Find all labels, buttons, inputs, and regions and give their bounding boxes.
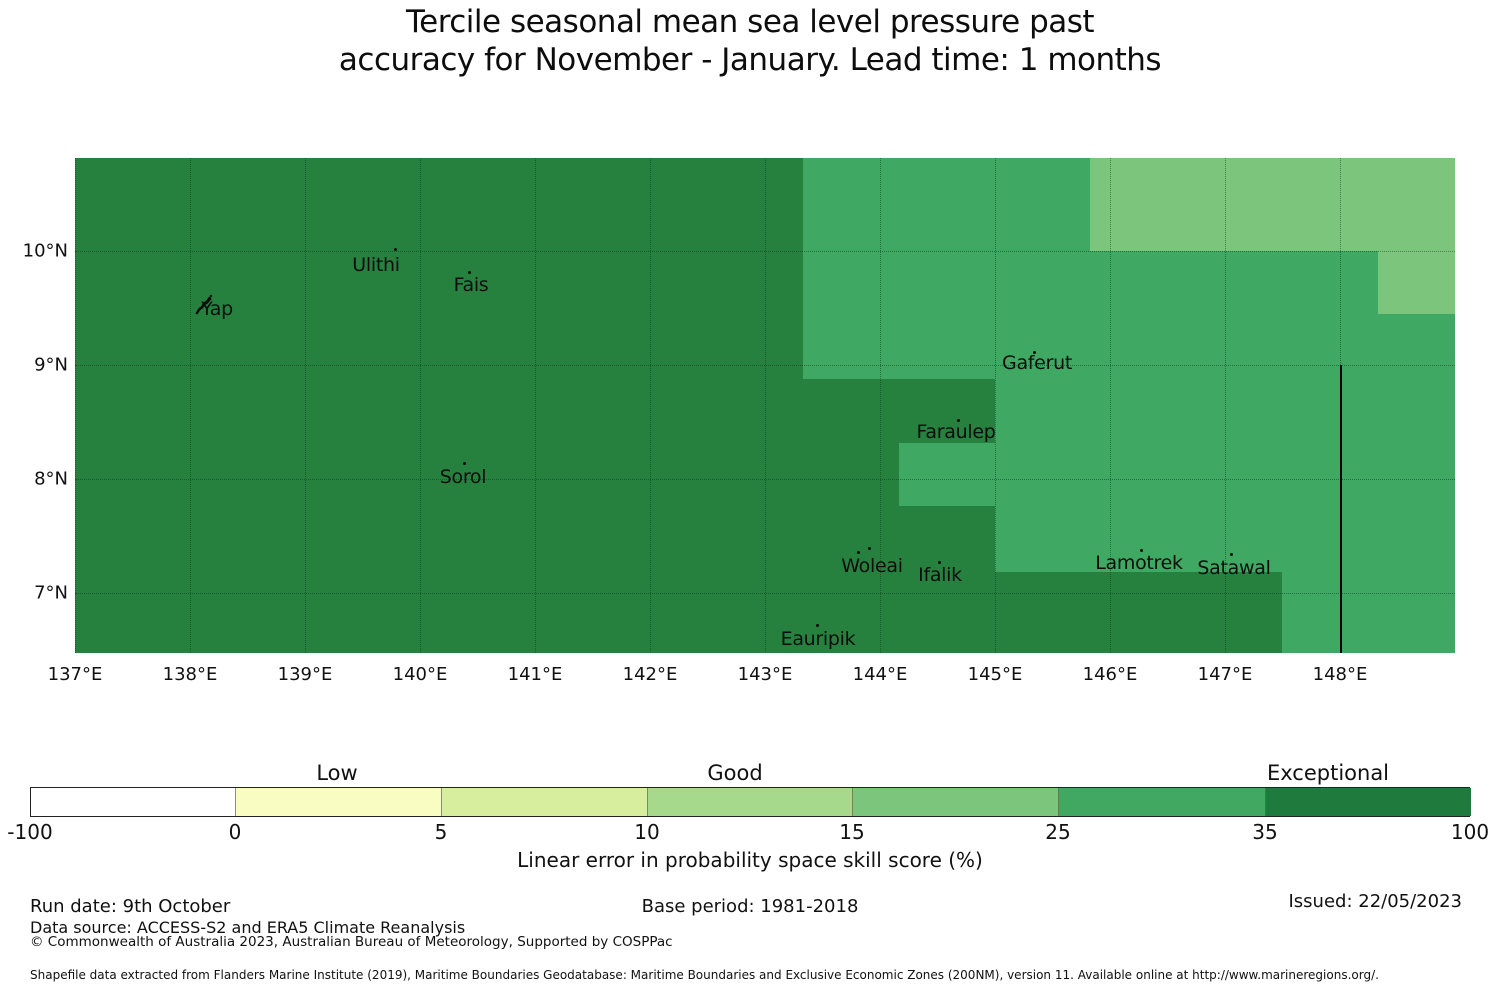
chart-title-line2: accuracy for November - January. Lead ti… — [338, 42, 1162, 78]
island-mark-lamotrek — [1140, 549, 1143, 552]
island-label-satawal: Satawal — [1197, 557, 1271, 579]
colorbar-segment — [1059, 788, 1266, 816]
base-period-text: Base period: 1981-2018 — [641, 896, 859, 917]
map-gridline-vertical — [190, 158, 191, 653]
island-mark-woleai — [857, 551, 860, 554]
x-tick-140°E: 140°E — [392, 664, 448, 685]
map-gridline-horizontal — [75, 365, 1455, 366]
x-tick-138°E: 138°E — [162, 664, 218, 685]
colorbar-tick-5: 5 — [434, 820, 448, 844]
x-tick-148°E: 148°E — [1312, 664, 1368, 685]
island-mark-fais — [468, 271, 471, 274]
colorbar-axis-label: Linear error in probability space skill … — [517, 848, 983, 872]
x-tick-143°E: 143°E — [737, 664, 793, 685]
colorbar-segment — [648, 788, 853, 816]
issued-date-text: Issued: 22/05/2023 — [1288, 891, 1462, 912]
map-fill-patch-light — [1378, 251, 1455, 314]
x-tick-142°E: 142°E — [622, 664, 678, 685]
map-gridline-vertical — [420, 158, 421, 653]
x-tick-139°E: 139°E — [277, 664, 333, 685]
island-label-sorol: Sorol — [439, 466, 487, 488]
y-tick-9°N: 9°N — [34, 354, 68, 376]
map-gridline-vertical — [535, 158, 536, 653]
x-tick-141°E: 141°E — [507, 664, 563, 685]
map-fill-patch-mid — [803, 314, 1455, 379]
island-mark-ifalik — [938, 561, 941, 564]
map-fill-patch-mid — [995, 379, 1455, 572]
x-tick-144°E: 144°E — [852, 664, 908, 685]
x-tick-147°E: 147°E — [1197, 664, 1253, 685]
island-mark-eauripik — [816, 624, 819, 627]
map-gridline-vertical — [650, 158, 651, 653]
map-fill-patch-mid — [1282, 572, 1455, 653]
y-tick-10°N: 10°N — [22, 240, 68, 262]
zone-label-good: Good — [707, 761, 763, 785]
colorbar-tick-10: 10 — [634, 820, 660, 844]
map-fill-patch-mid — [803, 158, 1090, 251]
colorbar-segment — [853, 788, 1059, 816]
map-gridline-vertical — [1110, 158, 1111, 653]
colorbar-segment — [442, 788, 648, 816]
colorbar-segment — [1266, 788, 1471, 816]
island-mark-gaferut — [1033, 351, 1036, 354]
data-source-text: Data source: ACCESS-S2 and ERA5 Climate … — [30, 918, 466, 937]
island-label-eauripik: Eauripik — [780, 628, 856, 650]
map-fill-patch-light — [1090, 158, 1455, 251]
colorbar-tick-0: 0 — [228, 820, 242, 844]
yap-island-shape — [193, 294, 217, 320]
island-label-lamotrek: Lamotrek — [1095, 552, 1183, 574]
zone-label-exceptional: Exceptional — [1266, 761, 1390, 785]
run-date-text: Run date: 9th October — [30, 896, 231, 917]
map-fill-patch-mid — [899, 443, 995, 506]
chart-title-line1: Tercile seasonal mean sea level pressure… — [405, 4, 1095, 40]
chart-title: Tercile seasonal mean sea level pressure… — [0, 3, 1500, 79]
colorbar-segment — [31, 788, 236, 816]
island-label-woleai: Woleai — [841, 555, 903, 577]
colorbar-segment — [236, 788, 442, 816]
island-mark-sorol — [463, 462, 466, 465]
map-gridline-horizontal — [75, 479, 1455, 480]
x-tick-137°E: 137°E — [47, 664, 103, 685]
shapefile-attribution-text: Shapefile data extracted from Flanders M… — [30, 968, 1379, 982]
island-label-gaferut: Gaferut — [1002, 352, 1072, 374]
map-gridline-vertical — [995, 158, 996, 653]
map-gridline-horizontal — [75, 251, 1455, 252]
island-label-fais: Fais — [453, 274, 489, 296]
island-mark-faraulep — [957, 419, 960, 422]
island-mark-woleai — [868, 547, 871, 550]
colorbar-tick-35: 35 — [1252, 820, 1278, 844]
x-tick-145°E: 145°E — [967, 664, 1023, 685]
island-label-yap: Yap — [201, 298, 233, 320]
x-tick-146°E: 146°E — [1082, 664, 1138, 685]
colorbar-tick-15: 15 — [839, 820, 865, 844]
map-canvas: Yap Ulithi Fais Sorol Gaferut Faraulep Woleai I… — [75, 158, 1455, 653]
colorbar — [30, 787, 1471, 817]
copyright-text: © Commonwealth of Australia 2023, Austra… — [30, 934, 673, 950]
island-label-ifalik: Ifalik — [918, 564, 962, 586]
map-fill-patch-mid — [803, 251, 1378, 314]
island-label-faraulep: Faraulep — [916, 421, 996, 443]
colorbar-tick--100: -100 — [7, 820, 53, 844]
map-gridline-horizontal — [75, 593, 1455, 594]
island-mark-satawal — [1230, 553, 1233, 556]
map-gridline-vertical — [880, 158, 881, 653]
eez-boundary-line — [1340, 365, 1342, 653]
island-label-ulithi: Ulithi — [352, 254, 400, 276]
colorbar-tick-25: 25 — [1045, 820, 1071, 844]
map-gridline-vertical — [305, 158, 306, 653]
map-gridline-vertical — [1225, 158, 1226, 653]
map-gridline-vertical — [75, 158, 76, 653]
map-gridline-vertical — [765, 158, 766, 653]
island-mark-ulithi — [394, 248, 397, 251]
zone-label-low: Low — [316, 761, 358, 785]
colorbar-tick-100: 100 — [1450, 820, 1490, 844]
y-tick-8°N: 8°N — [34, 468, 68, 490]
y-tick-7°N: 7°N — [34, 582, 68, 604]
